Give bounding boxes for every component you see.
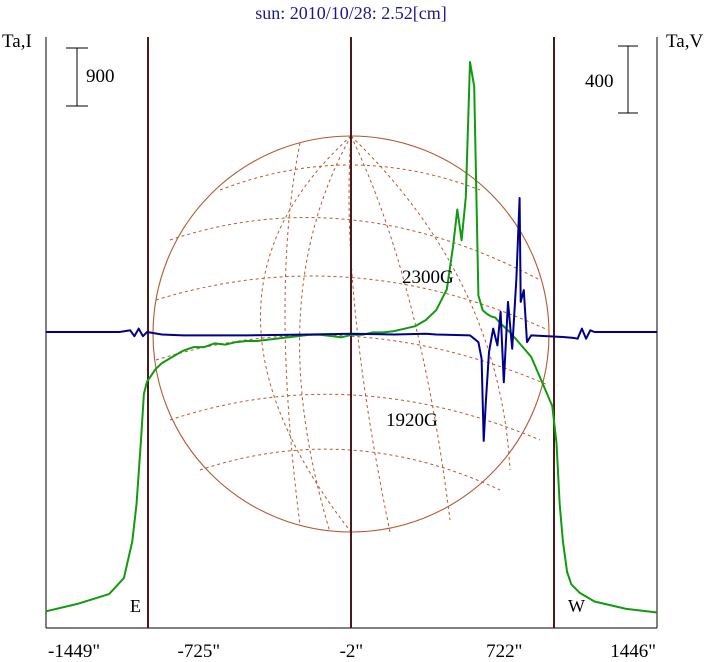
right-scale-bar — [618, 45, 638, 114]
series-line-intensity — [45, 61, 658, 614]
series-line-polarization — [46, 197, 657, 442]
left-scale-bar — [66, 47, 88, 107]
annotation-1920g: 1920G — [386, 410, 438, 431]
annotation-2300g: 2300G — [402, 267, 454, 288]
x-tick-label: -725" — [178, 641, 221, 662]
x-tick-label: 722" — [486, 641, 522, 662]
chart-title: sun: 2010/10/28: 2.52[cm] — [255, 3, 447, 23]
west-limb-label: W — [568, 596, 585, 616]
x-tick-label: -1449" — [48, 641, 100, 662]
right-scale-value: 400 — [585, 71, 614, 92]
x-tick-label: -2" — [340, 641, 364, 662]
x-axis-ticks: -1449" -725" -2" 722" 1446" — [48, 641, 656, 662]
left-scale-value: 900 — [86, 66, 115, 87]
right-axis-label: Ta,V — [666, 31, 703, 52]
left-axis-label: Ta,I — [2, 31, 32, 52]
east-limb-label: E — [130, 596, 141, 616]
x-tick-label: 1446" — [610, 641, 656, 662]
